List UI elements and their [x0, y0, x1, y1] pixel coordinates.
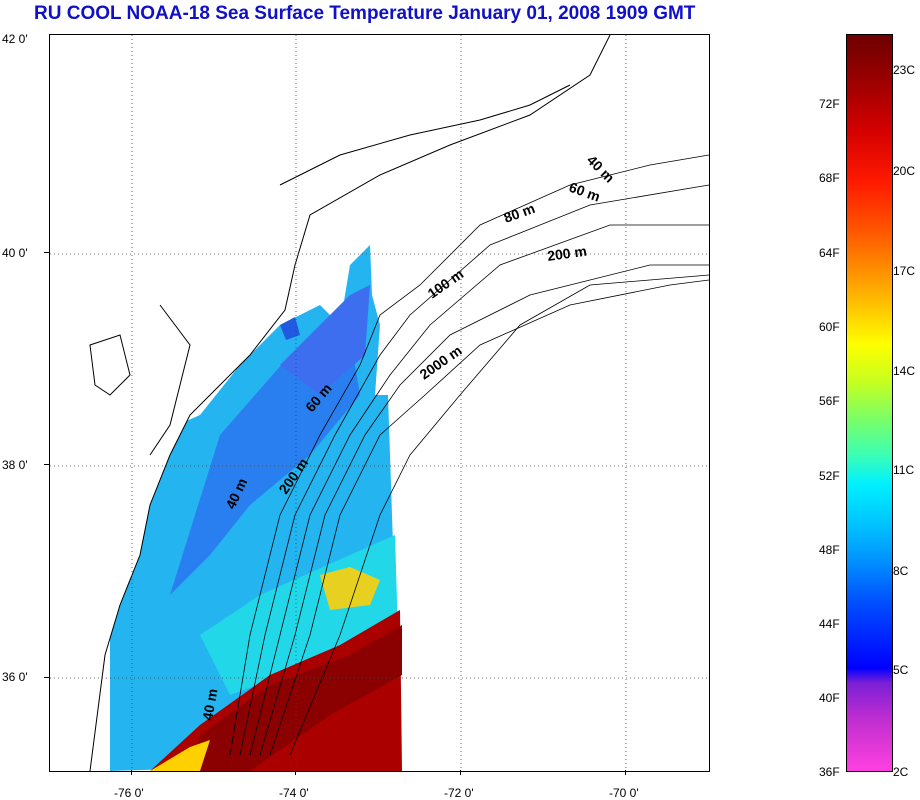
colorbar-c-label: 11C	[893, 463, 915, 477]
depth-contours	[229, 154, 709, 756]
lon-tick	[625, 770, 626, 775]
colorbar-c-label: 17C	[893, 264, 916, 278]
colorbar-f-label: 52F	[819, 469, 840, 483]
lat-tick	[44, 677, 49, 678]
svg-text:40 m: 40 m	[199, 687, 220, 721]
colorbar-c-label: 20C	[893, 164, 916, 178]
colorbar-f-label: 36F	[819, 765, 840, 779]
svg-text:60 m: 60 m	[567, 179, 602, 205]
colorbar-c-label: 5C	[893, 663, 909, 677]
lat-tick	[44, 464, 49, 465]
colorbar-f-label: 72F	[819, 97, 840, 111]
svg-text:80 m: 80 m	[502, 200, 537, 226]
lon-label: -70 0'	[609, 786, 639, 800]
map-canvas: 40 m 60 m 80 m 100 m 200 m 2000 m 60 m 2…	[50, 35, 709, 771]
lon-tick	[295, 770, 296, 775]
map-title: RU COOL NOAA-18 Sea Surface Temperature …	[34, 3, 696, 24]
svg-text:2000 m: 2000 m	[417, 342, 465, 382]
lon-tick	[460, 770, 461, 775]
colorbar-c-label: 2C	[893, 765, 909, 779]
colorbar-c-label: 14C	[893, 364, 916, 378]
lat-label: 40 0'	[2, 246, 28, 260]
sst-map: 40 m 60 m 80 m 100 m 200 m 2000 m 60 m 2…	[49, 34, 710, 772]
lon-label: -74 0'	[279, 786, 309, 800]
svg-text:200 m: 200 m	[546, 243, 588, 264]
colorbar-c-label: 23C	[893, 63, 916, 77]
colorbar-c-label: 8C	[893, 564, 909, 578]
lat-tick	[44, 252, 49, 253]
colorbar-f-label: 40F	[819, 691, 840, 705]
svg-text:100 m: 100 m	[425, 266, 467, 302]
graticule	[50, 35, 709, 771]
colorbar-f-label: 60F	[819, 320, 840, 334]
lon-label: -76 0'	[114, 786, 144, 800]
lat-label: 38 0'	[2, 458, 28, 472]
temperature-colorbar	[846, 34, 893, 772]
colorbar-f-label: 48F	[819, 543, 840, 557]
colorbar-f-label: 68F	[819, 171, 840, 185]
coastline	[89, 35, 611, 771]
lat-label: 42 0'	[2, 32, 28, 46]
land-area	[50, 35, 610, 771]
colorbar-f-label: 56F	[819, 394, 840, 408]
lat-label: 36 0'	[2, 670, 28, 684]
colorbar-f-label: 64F	[819, 246, 840, 260]
lon-tick	[131, 770, 132, 775]
colorbar-f-label: 44F	[819, 617, 840, 631]
lon-label: -72 0'	[444, 786, 474, 800]
